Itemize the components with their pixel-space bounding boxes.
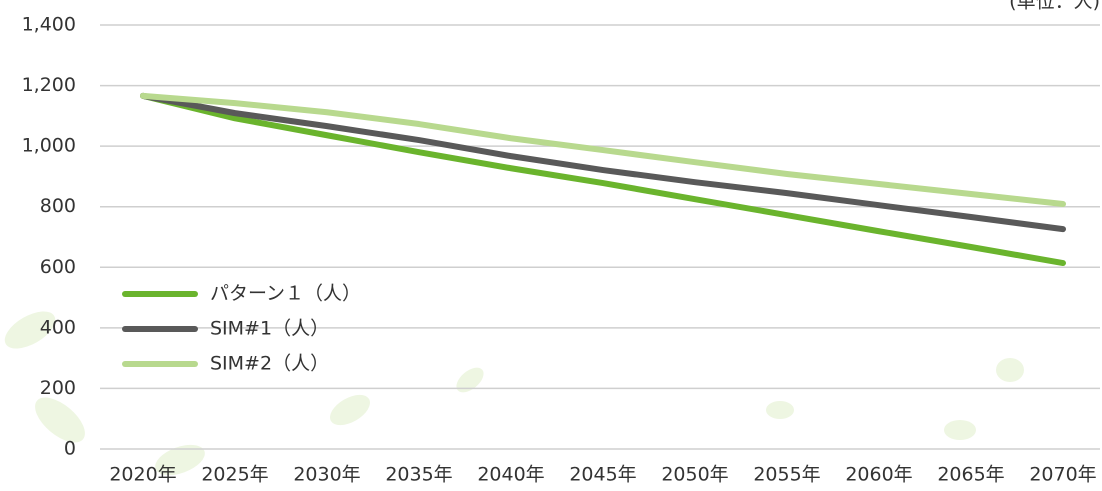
series-line — [140, 92, 1066, 233]
chart-title: (単位：人) — [1009, 0, 1100, 13]
series-line — [140, 92, 1066, 207]
y-tick-label: 0 — [64, 438, 76, 460]
x-tick-label: 2045年 — [569, 464, 636, 486]
x-tick-label: 2070年 — [1029, 464, 1096, 486]
x-tick-label: 2040年 — [477, 464, 544, 486]
x-tick-label: 2020年 — [109, 464, 176, 486]
x-tick-label: 2060年 — [845, 464, 912, 486]
legend-label: パターン１（人） — [210, 283, 361, 305]
y-tick-label: 1,400 — [22, 14, 76, 36]
x-tick-label: 2050年 — [661, 464, 728, 486]
x-tick-label: 2055年 — [753, 464, 820, 486]
x-tick-label: 2035年 — [385, 464, 452, 486]
x-tick-label: 2030年 — [293, 464, 360, 486]
y-tick-label: 1,200 — [22, 74, 76, 96]
y-tick-label: 200 — [40, 377, 76, 399]
y-tick-label: 1,000 — [22, 135, 76, 157]
y-tick-label: 800 — [40, 195, 76, 217]
x-tick-label: 2025年 — [201, 464, 268, 486]
legend-label: SIM#2（人） — [210, 353, 329, 375]
legend-label: SIM#1（人） — [210, 318, 329, 340]
series-line — [140, 92, 1066, 267]
x-tick-label: 2065年 — [937, 464, 1004, 486]
background-leaves — [4, 311, 1024, 476]
y-tick-label: 600 — [40, 256, 76, 278]
y-tick-label: 400 — [40, 316, 76, 338]
